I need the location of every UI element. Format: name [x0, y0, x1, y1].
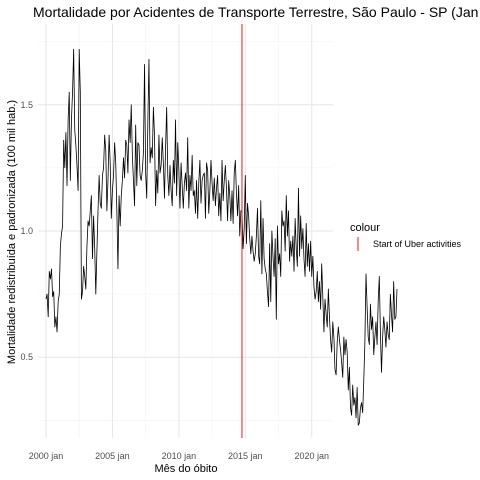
series-group	[45, 48, 398, 426]
y-axis-title: Mortalidade redistribuída e padronizada …	[6, 100, 18, 364]
x-tick-label: 2000 jan	[29, 451, 64, 461]
mortality-series-line	[45, 48, 398, 426]
y-tick-label: 1.0	[20, 226, 33, 236]
y-tick-label: 1.5	[20, 100, 33, 110]
x-tick-label: 2015 jan	[228, 451, 263, 461]
x-tick-label: 2020 jan	[294, 451, 329, 461]
x-tick-labels: 2000 jan 2005 jan 2010 jan 2015 jan 2020 jan	[29, 451, 329, 461]
x-tick-label: 2010 jan	[162, 451, 197, 461]
x-axis-title: Mês do óbito	[155, 463, 218, 475]
x-tick-label: 2005 jan	[95, 451, 130, 461]
legend-title: colour	[350, 222, 380, 234]
legend-entry-label: Start of Uber activities	[373, 239, 462, 249]
legend: colour Start of Uber activities	[350, 222, 462, 251]
y-tick-label: 0.5	[20, 352, 33, 362]
grid	[38, 24, 333, 438]
y-tick-labels: 0.5 1.0 1.5	[20, 100, 33, 362]
chart-title: Mortalidade por Acidentes de Transporte …	[33, 4, 480, 20]
